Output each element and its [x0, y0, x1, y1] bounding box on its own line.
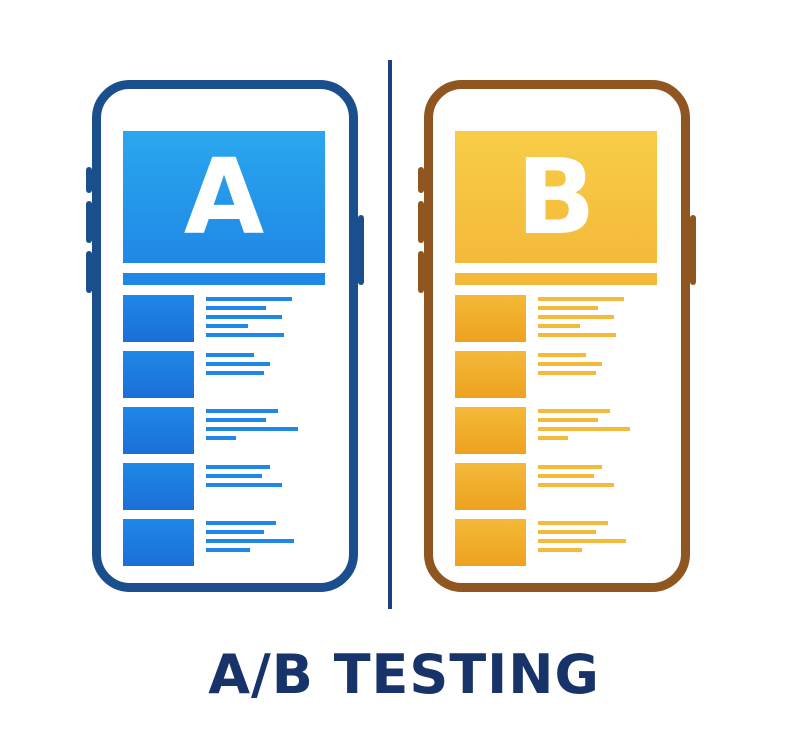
variant-a-item-thumbnail [123, 295, 194, 342]
variant-a-text-line [206, 539, 294, 543]
center-divider [388, 60, 392, 609]
variant-a-item-text-lines [206, 463, 282, 510]
variant-b-letter: B [516, 136, 596, 258]
variant-a-letter: A [183, 136, 265, 258]
variant-b-text-line [538, 306, 598, 310]
variant-a-item-thumbnail [123, 351, 194, 398]
variant-b-item-thumbnail [455, 351, 526, 398]
phone-variant-a: A [86, 80, 364, 592]
variant-b-text-line [538, 297, 624, 301]
variant-a-text-line [206, 483, 282, 487]
variant-a-list-item [123, 463, 325, 510]
variant-a-list-item [123, 351, 325, 398]
variant-a-text-line [206, 548, 250, 552]
variant-b-text-line [538, 539, 626, 543]
variant-b-item-text-lines [538, 463, 614, 510]
variant-a-list [123, 295, 325, 566]
variant-a-item-text-lines [206, 351, 270, 398]
variant-b-text-line [538, 371, 596, 375]
variant-b-text-line [538, 315, 614, 319]
phone-b-screen: B [455, 131, 657, 575]
variant-a-text-line [206, 371, 264, 375]
phone-a-side-button [86, 201, 92, 243]
variant-b-item-text-lines [538, 407, 630, 454]
page-title: A/B TESTING [208, 643, 600, 706]
variant-a-text-line [206, 324, 248, 328]
variant-a-text-line [206, 297, 292, 301]
variant-a-list-item [123, 295, 325, 342]
phone-a-side-button [86, 251, 92, 293]
variant-a-text-line [206, 530, 264, 534]
variant-b-text-line [538, 362, 602, 366]
variant-b-text-line [538, 333, 616, 337]
variant-b-list [455, 295, 657, 566]
phone-b-side-button [418, 167, 424, 193]
phone-a-screen: A [123, 131, 325, 575]
variant-b-text-line [538, 418, 598, 422]
variant-b-list-item [455, 407, 657, 454]
variant-a-text-line [206, 409, 278, 413]
variant-a-text-line [206, 306, 266, 310]
variant-b-text-line [538, 530, 596, 534]
phone-a-power-button [358, 215, 364, 285]
variant-b-item-thumbnail [455, 519, 526, 566]
variant-b-list-item [455, 295, 657, 342]
variant-b-text-line [538, 409, 610, 413]
variant-a-list-item [123, 407, 325, 454]
variant-a-item-text-lines [206, 407, 298, 454]
variant-a-text-line [206, 436, 236, 440]
variant-a-text-line [206, 353, 254, 357]
variant-a-item-thumbnail [123, 463, 194, 510]
variant-b-list-item [455, 351, 657, 398]
variant-a-item-text-lines [206, 295, 292, 342]
phone-a-side-button [86, 167, 92, 193]
variant-a-text-line [206, 418, 266, 422]
variant-b-text-line [538, 483, 614, 487]
variant-a-item-text-lines [206, 519, 294, 566]
variant-b-item-thumbnail [455, 407, 526, 454]
variant-b-list-item [455, 519, 657, 566]
variant-a-text-line [206, 427, 298, 431]
variant-a-hero-banner: A [123, 131, 325, 263]
variant-b-text-line [538, 353, 586, 357]
variant-b-text-line [538, 521, 608, 525]
variant-a-text-line [206, 521, 276, 525]
variant-b-text-line [538, 465, 602, 469]
variant-a-divider-bar [123, 273, 325, 285]
variant-b-item-text-lines [538, 351, 602, 398]
variant-b-text-line [538, 427, 630, 431]
variant-b-item-text-lines [538, 295, 624, 342]
phone-variant-b: B [418, 80, 696, 592]
variant-a-text-line [206, 333, 284, 337]
phone-b-power-button [690, 215, 696, 285]
variant-b-item-thumbnail [455, 295, 526, 342]
variant-a-item-thumbnail [123, 519, 194, 566]
variant-b-list-item [455, 463, 657, 510]
variant-a-text-line [206, 315, 282, 319]
variant-b-item-text-lines [538, 519, 626, 566]
variant-b-text-line [538, 548, 582, 552]
variant-b-text-line [538, 436, 568, 440]
variant-a-item-thumbnail [123, 407, 194, 454]
variant-a-text-line [206, 362, 270, 366]
variant-b-divider-bar [455, 273, 657, 285]
variant-a-text-line [206, 474, 262, 478]
variant-b-text-line [538, 324, 580, 328]
phone-b-side-button [418, 201, 424, 243]
phone-b-side-button [418, 251, 424, 293]
variant-b-hero-banner: B [455, 131, 657, 263]
variant-b-text-line [538, 474, 594, 478]
variant-b-item-thumbnail [455, 463, 526, 510]
variant-a-list-item [123, 519, 325, 566]
variant-a-text-line [206, 465, 270, 469]
